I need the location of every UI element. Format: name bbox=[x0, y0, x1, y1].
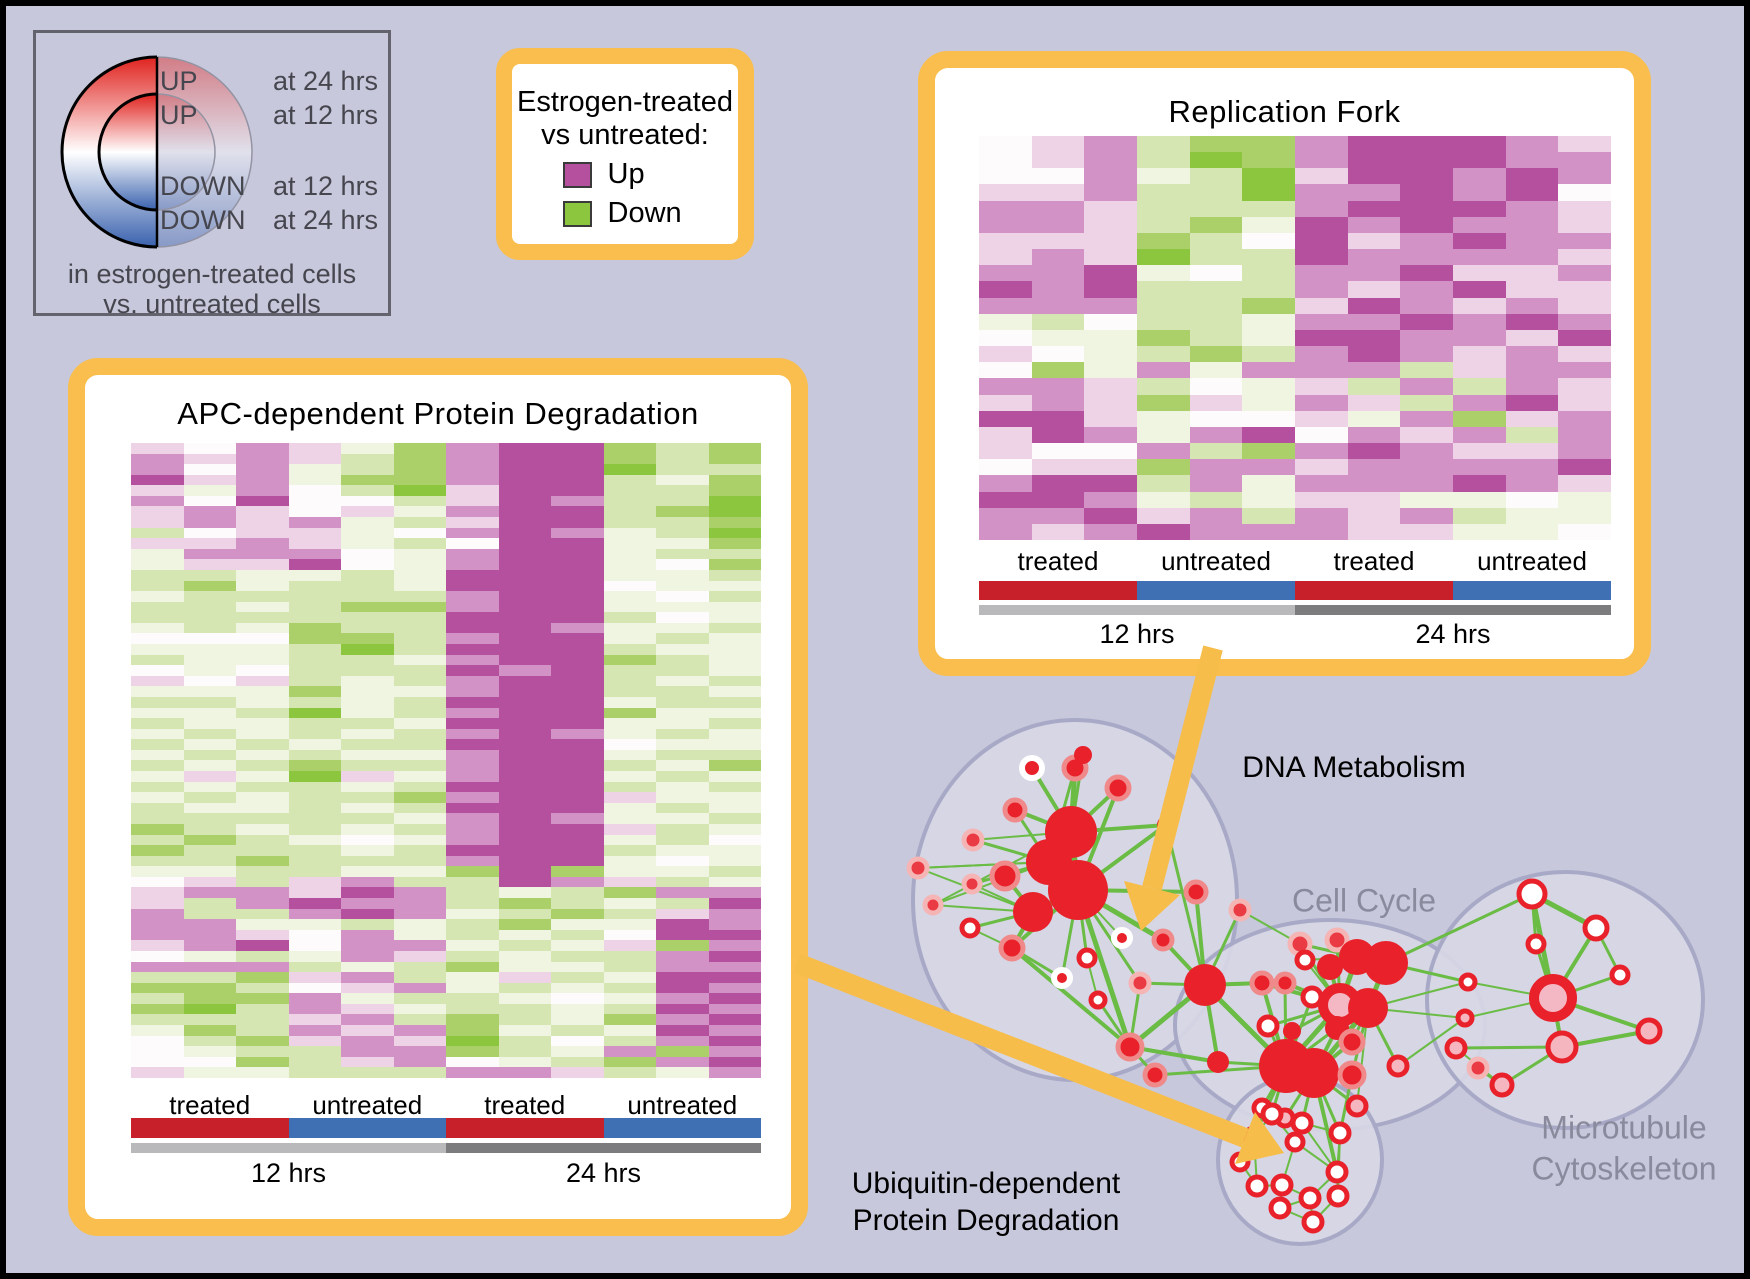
legend-row-up: Up bbox=[512, 158, 738, 191]
expression-key-box: UP at 24 hrs UP at 12 hrs DOWN at 12 hrs… bbox=[33, 30, 391, 319]
rf-time-labels: 12 hrs 24 hrs bbox=[979, 619, 1611, 650]
key-down-24-word: DOWN bbox=[160, 205, 246, 235]
comparison-legend-panel: Estrogen-treated vs untreated: Up Down bbox=[496, 48, 754, 260]
up-label: Up bbox=[607, 158, 645, 190]
rf-bar-24hrs bbox=[1295, 605, 1611, 615]
apc-bar-untreated-24 bbox=[603, 1118, 761, 1138]
apc-bar-treated-24 bbox=[446, 1118, 604, 1138]
apc-12hrs-label: 12 hrs bbox=[250, 1158, 327, 1188]
rf-group-untreated-2: untreated bbox=[1477, 546, 1587, 576]
key-down-24-time: at 24 hrs bbox=[273, 205, 379, 235]
apc-bar-12hrs bbox=[131, 1143, 446, 1153]
apc-group-treated-1: treated bbox=[169, 1090, 251, 1120]
rf-bar-untreated-12 bbox=[1137, 581, 1295, 600]
rf-time-bar bbox=[979, 605, 1611, 615]
key-down-12-time: at 12 hrs bbox=[273, 171, 379, 201]
rf-bar-treated-12 bbox=[979, 581, 1137, 600]
down-color-swatch bbox=[562, 200, 592, 227]
key-caption-line1: in estrogen-treated cells bbox=[67, 259, 357, 289]
apc-group-untreated-1: untreated bbox=[312, 1090, 423, 1120]
apc-group-untreated-2: untreated bbox=[627, 1090, 738, 1120]
replication-fork-title: Replication Fork bbox=[1168, 94, 1401, 129]
rf-condition-bar bbox=[979, 581, 1611, 600]
rf-bar-12hrs bbox=[979, 605, 1295, 615]
key-up-12-word: UP bbox=[160, 100, 198, 130]
microtubule-label-line1: Microtubule bbox=[1541, 1109, 1707, 1146]
apc-time-labels: 12 hrs 24 hrs bbox=[131, 1158, 761, 1189]
key-up-24-word: UP bbox=[160, 66, 198, 96]
network-graph bbox=[793, 645, 1705, 1246]
comparison-legend-title-line1: Estrogen-treated bbox=[516, 86, 733, 118]
apc-time-bar bbox=[131, 1143, 761, 1153]
key-down-12-word: DOWN bbox=[160, 171, 246, 201]
ubiquitin-label-line1: Ubiquitin-dependent bbox=[851, 1167, 1121, 1200]
dna-metabolism-label: DNA Metabolism bbox=[1242, 751, 1466, 784]
rf-bar-treated-24 bbox=[1295, 581, 1453, 600]
down-label: Down bbox=[607, 197, 682, 229]
comparison-legend-title-line2: vs untreated: bbox=[541, 119, 709, 151]
rf-24hrs-label: 24 hrs bbox=[1415, 619, 1491, 649]
cell-cycle-label: Cell Cycle bbox=[1291, 882, 1437, 919]
legend-row-down: Down bbox=[512, 197, 738, 230]
apc-bar-24hrs bbox=[446, 1143, 761, 1153]
rf-bar-untreated-24 bbox=[1453, 581, 1611, 600]
key-up-12-time: at 12 hrs bbox=[273, 100, 379, 130]
concentric-ring-glyph bbox=[60, 55, 253, 249]
ubiquitin-label-line2: Protein Degradation bbox=[852, 1204, 1120, 1237]
microtubule-label-line2: Cytoskeleton bbox=[1531, 1150, 1717, 1187]
apc-group-treated-2: treated bbox=[484, 1090, 566, 1120]
key-up-24-time: at 24 hrs bbox=[273, 66, 379, 96]
apc-24hrs-label: 24 hrs bbox=[565, 1158, 642, 1188]
rf-group-treated-2: treated bbox=[1333, 546, 1415, 576]
apc-degradation-title: APC-dependent Protein Degradation bbox=[177, 396, 699, 431]
apc-condition-bar bbox=[131, 1118, 761, 1138]
key-caption-line2: vs. untreated cells bbox=[103, 289, 321, 319]
replication-fork-group-labels: treated untreated treated untreated bbox=[979, 546, 1611, 577]
apc-bar-treated-12 bbox=[131, 1118, 289, 1138]
apc-bar-untreated-12 bbox=[288, 1118, 446, 1138]
rf-12hrs-label: 12 hrs bbox=[1099, 619, 1175, 649]
apc-group-labels: treated untreated treated untreated bbox=[131, 1090, 761, 1121]
up-color-swatch bbox=[562, 161, 592, 188]
rf-group-treated-1: treated bbox=[1017, 546, 1099, 576]
rf-group-untreated-1: untreated bbox=[1161, 546, 1271, 576]
apc-heatmap bbox=[131, 443, 761, 1078]
replication-fork-heatmap bbox=[979, 136, 1611, 540]
